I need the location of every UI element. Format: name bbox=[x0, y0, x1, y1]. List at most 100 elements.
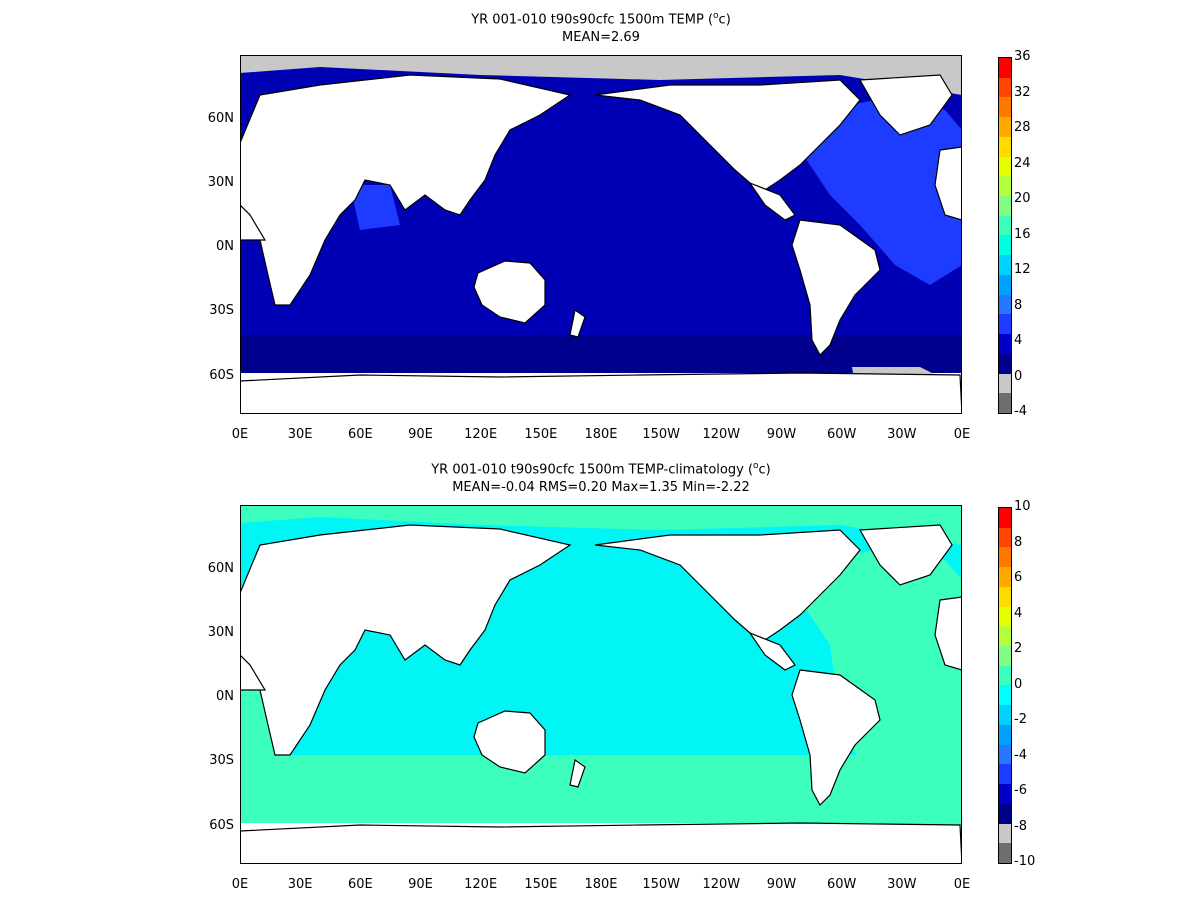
map2-title-text: YR 001-010 t90s90cfc 1500m TEMP-climatol… bbox=[431, 462, 744, 478]
map2-land-central-america bbox=[748, 631, 796, 671]
colorbar-swatch bbox=[999, 764, 1011, 785]
map2-subtitle: MEAN=-0.04 RMS=0.20 Max=1.35 Min=-2.22 bbox=[452, 480, 750, 495]
x-tick-label: 60E bbox=[347, 877, 373, 892]
map1-title-unit-tail: c) bbox=[718, 12, 731, 28]
x-tick-label: 30E bbox=[287, 427, 313, 442]
map2-border bbox=[240, 505, 962, 864]
y-tick-label: 0N bbox=[216, 239, 234, 255]
colorbar-swatch bbox=[999, 626, 1011, 647]
colorbar-tick-label: 12 bbox=[1014, 262, 1031, 277]
y-tick-label: 30N bbox=[207, 175, 234, 191]
x-tick-label: 60W bbox=[826, 427, 857, 442]
x-tick-label: 0E bbox=[231, 427, 249, 442]
colorbar-swatch bbox=[999, 294, 1011, 315]
colorbar-swatch bbox=[999, 77, 1011, 98]
colorbar-tick-label: 8 bbox=[1014, 534, 1023, 550]
colorbar-tick-label: 20 bbox=[1014, 191, 1031, 206]
map1-southern-band bbox=[240, 335, 962, 379]
map2-land-europe bbox=[934, 596, 962, 671]
colorbar-swatch bbox=[999, 58, 1011, 78]
map2-land-greenland bbox=[859, 524, 953, 586]
x-tick-label: 90W bbox=[766, 877, 797, 892]
map1-arctic-ice bbox=[240, 55, 962, 95]
x-tick-label: 30E bbox=[287, 877, 313, 892]
x-tick-label: 90W bbox=[766, 427, 797, 442]
x-tick-label: 30W bbox=[887, 427, 917, 442]
x-tick-label: 180E bbox=[584, 877, 618, 892]
x-tick-label: 150W bbox=[642, 427, 680, 442]
colorbar-tick-label: 36 bbox=[1014, 49, 1031, 64]
colorbar-swatch bbox=[999, 823, 1011, 844]
map1-land-greenland bbox=[859, 74, 953, 136]
colorbar-tick-label: -2 bbox=[1014, 712, 1027, 727]
map1-land-newzealand bbox=[569, 308, 586, 338]
colorbar-swatch bbox=[999, 314, 1011, 335]
map2-land-south-america bbox=[791, 669, 881, 806]
map2-southern-band bbox=[240, 755, 962, 829]
y-tick-label: 60N bbox=[207, 111, 234, 127]
map1-colorbar bbox=[998, 57, 1012, 414]
colorbar-tick-label: 10 bbox=[1014, 499, 1031, 514]
colorbar-tick-label: -8 bbox=[1014, 818, 1027, 834]
x-tick-label: 90E bbox=[408, 427, 433, 442]
map1-plot bbox=[240, 55, 962, 414]
map2-atlantic-region bbox=[800, 545, 962, 825]
map1-subtitle: MEAN=2.69 bbox=[562, 30, 640, 45]
map1-land-north-america bbox=[594, 79, 861, 191]
x-tick-label: 60W bbox=[826, 877, 857, 892]
y-tick-label: 60N bbox=[207, 561, 234, 577]
colorbar-swatch bbox=[999, 744, 1011, 765]
y-tick-label: 30N bbox=[207, 625, 234, 641]
y-tick-label: 30S bbox=[209, 303, 234, 319]
colorbar-swatch bbox=[999, 724, 1011, 745]
colorbar-tick-label: 4 bbox=[1014, 333, 1023, 348]
colorbar-swatch bbox=[999, 705, 1011, 725]
x-tick-label: 120E bbox=[464, 427, 498, 442]
map1-land-south-america bbox=[791, 219, 881, 356]
x-tick-label: 150W bbox=[642, 877, 680, 892]
colorbar-swatch bbox=[999, 646, 1011, 666]
map1-title-unit-sup: o bbox=[713, 11, 719, 21]
map2-colorbar bbox=[998, 507, 1012, 864]
map1-title-text: YR 001-010 t90s90cfc 1500m TEMP bbox=[471, 12, 704, 28]
colorbar-swatch bbox=[999, 547, 1011, 568]
colorbar-tick-label: -4 bbox=[1014, 404, 1027, 419]
x-tick-label: 150E bbox=[524, 877, 558, 892]
colorbar-tick-label: -10 bbox=[1014, 854, 1036, 869]
colorbar-swatch bbox=[999, 117, 1011, 137]
colorbar-tick-label: 28 bbox=[1014, 120, 1031, 135]
colorbar-tick-label: 2 bbox=[1014, 641, 1023, 656]
colorbar-swatch bbox=[999, 176, 1011, 197]
map1-landmasses bbox=[240, 74, 962, 414]
colorbar-tick-label: 4 bbox=[1014, 605, 1023, 621]
colorbar-swatch bbox=[999, 255, 1011, 275]
map2-land-antarctica bbox=[240, 822, 962, 864]
map1-land-central-america bbox=[748, 181, 796, 221]
colorbar-tick-label: -4 bbox=[1014, 747, 1027, 763]
map1-arabian-sea bbox=[350, 185, 400, 230]
colorbar-swatch bbox=[999, 784, 1011, 804]
colorbar-tick-label: 24 bbox=[1014, 155, 1031, 171]
colorbar-swatch bbox=[999, 373, 1011, 394]
y-tick-label: 60S bbox=[209, 367, 234, 383]
colorbar-swatch bbox=[999, 606, 1011, 627]
x-tick-label: 0E bbox=[231, 877, 249, 892]
x-tick-label: 120W bbox=[702, 427, 741, 442]
x-tick-label: 120W bbox=[702, 877, 741, 892]
map2-land-africa-west bbox=[240, 654, 267, 691]
x-tick-label: 0E bbox=[953, 877, 971, 892]
colorbar-swatch bbox=[999, 97, 1011, 118]
map1-land-australia bbox=[473, 260, 546, 324]
map1-atlantic-region bbox=[800, 95, 962, 285]
colorbar-swatch bbox=[999, 274, 1011, 295]
colorbar-swatch bbox=[999, 136, 1011, 157]
map1-land-africa-eurasia bbox=[240, 74, 572, 306]
map2-title-unit-sup: o bbox=[753, 461, 759, 471]
colorbar-swatch bbox=[999, 196, 1011, 216]
map2-svg bbox=[240, 505, 962, 864]
map2-plot bbox=[240, 505, 962, 864]
map2-land-newzealand bbox=[569, 758, 586, 788]
colorbar-swatch bbox=[999, 527, 1011, 548]
colorbar-tick-label: 16 bbox=[1014, 226, 1031, 242]
colorbar-swatch bbox=[999, 508, 1011, 528]
